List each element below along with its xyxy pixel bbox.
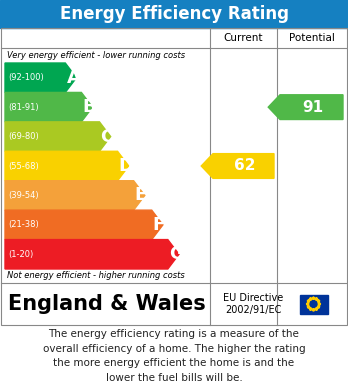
Text: Very energy efficient - lower running costs: Very energy efficient - lower running co… — [7, 51, 185, 60]
Polygon shape — [318, 303, 321, 305]
Text: E: E — [135, 187, 147, 204]
Polygon shape — [315, 308, 318, 310]
Polygon shape — [315, 298, 318, 300]
Text: EU Directive: EU Directive — [223, 293, 284, 303]
Polygon shape — [317, 300, 320, 302]
Text: Energy Efficiency Rating: Energy Efficiency Rating — [60, 5, 288, 23]
Polygon shape — [306, 303, 309, 305]
Text: 62: 62 — [234, 158, 255, 174]
Text: (81-91): (81-91) — [8, 103, 39, 112]
Text: A: A — [66, 69, 80, 87]
Polygon shape — [312, 297, 315, 300]
Polygon shape — [5, 151, 129, 181]
Text: B: B — [82, 98, 96, 116]
Bar — [0, 0, 348, 28]
Text: The energy efficiency rating is a measure of the
overall efficiency of a home. T: The energy efficiency rating is a measur… — [43, 329, 305, 383]
Polygon shape — [201, 154, 274, 178]
Text: 91: 91 — [302, 100, 323, 115]
Text: (39-54): (39-54) — [8, 191, 39, 200]
Text: 2002/91/EC: 2002/91/EC — [225, 305, 282, 315]
Text: (21-38): (21-38) — [8, 221, 39, 230]
Polygon shape — [307, 300, 310, 302]
Polygon shape — [5, 210, 163, 240]
Text: C: C — [101, 127, 114, 145]
Polygon shape — [5, 181, 145, 210]
Polygon shape — [309, 298, 312, 300]
Text: D: D — [119, 157, 134, 175]
Bar — [1, 28, 347, 325]
Text: England & Wales: England & Wales — [8, 294, 206, 314]
Bar — [300, 294, 327, 314]
Polygon shape — [5, 92, 93, 122]
Text: (92-100): (92-100) — [8, 73, 44, 82]
Text: Potential: Potential — [288, 33, 334, 43]
Polygon shape — [317, 305, 320, 308]
Text: (69-80): (69-80) — [8, 132, 39, 141]
Polygon shape — [268, 95, 343, 120]
Polygon shape — [5, 240, 179, 269]
Text: G: G — [169, 245, 184, 263]
Polygon shape — [307, 305, 310, 308]
Polygon shape — [309, 308, 312, 310]
Polygon shape — [5, 63, 77, 92]
Text: (1-20): (1-20) — [8, 250, 33, 259]
Text: (55-68): (55-68) — [8, 161, 39, 170]
Polygon shape — [312, 308, 315, 311]
Text: F: F — [153, 216, 165, 234]
Text: Current: Current — [224, 33, 263, 43]
Polygon shape — [5, 122, 111, 151]
Text: Not energy efficient - higher running costs: Not energy efficient - higher running co… — [7, 271, 185, 280]
